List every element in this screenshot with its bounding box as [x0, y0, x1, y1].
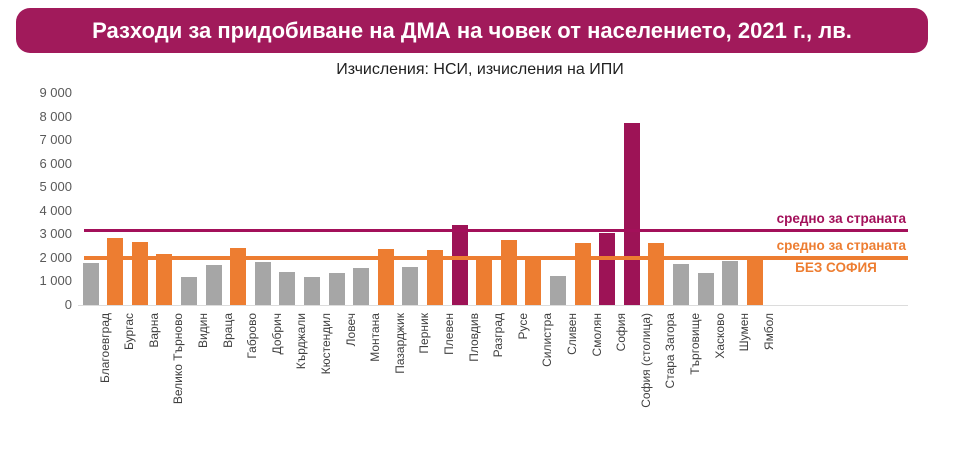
bar [156, 254, 173, 305]
bar [303, 276, 320, 305]
bar [107, 238, 124, 305]
bar [599, 233, 616, 305]
average-without-sofia-label-line2: БЕЗ СОФИЯ [795, 260, 877, 275]
x-axis-label: Враца [220, 313, 235, 348]
x-axis-label: Разград [491, 313, 506, 358]
y-axis-tick-label: 3 000 [39, 226, 72, 242]
x-axis-line [78, 305, 908, 306]
x-axis-label: Кюстендил [318, 313, 333, 375]
bar [525, 257, 542, 305]
bar [254, 262, 271, 305]
bar [230, 247, 247, 305]
average-without-sofia-label-line1: средно за страната [776, 238, 906, 253]
country-average-line [84, 228, 908, 232]
x-axis-label: Варна [146, 313, 161, 348]
x-axis-label: Перник [417, 313, 432, 354]
x-axis-label: Габрово [245, 313, 260, 359]
x-axis-label: Търговище [687, 313, 702, 375]
bar [746, 256, 763, 305]
bar [549, 276, 566, 305]
x-axis-label: Русе [515, 313, 530, 340]
x-axis-label: Видин [195, 313, 210, 349]
x-axis-label: Шумен [737, 313, 752, 352]
x-axis-label: Стара Загора [663, 313, 678, 389]
bar [722, 260, 739, 305]
bar [180, 276, 197, 305]
bar [574, 242, 591, 305]
bar [697, 273, 714, 305]
y-axis-tick-label: 7 000 [39, 132, 72, 148]
y-axis-tick-label: 8 000 [39, 108, 72, 124]
y-axis-tick-label: 1 000 [39, 273, 72, 289]
y-axis-tick-label: 6 000 [39, 155, 72, 171]
x-axis-label: Сливен [564, 313, 579, 355]
bar [131, 242, 148, 305]
bar [377, 248, 394, 305]
y-axis-tick-label: 4 000 [39, 202, 72, 218]
x-axis-label: Хасково [712, 313, 727, 359]
x-axis-label: София [614, 313, 629, 352]
x-axis-label: Велико Търново [171, 313, 186, 405]
bar [623, 122, 640, 305]
bar [402, 266, 419, 305]
bar [476, 256, 493, 305]
x-axis-label: Добрич [269, 313, 284, 355]
bar [672, 264, 689, 305]
x-axis-label: Пловдив [466, 313, 481, 362]
chart-subtitle: Изчисления: НСИ, изчисления на ИПИ [336, 61, 624, 78]
x-axis-label: Смолян [589, 313, 604, 357]
bar [328, 273, 345, 305]
bar [353, 268, 370, 305]
x-axis-label: Пазарджик [392, 313, 407, 374]
x-axis-label: Бургас [122, 313, 137, 350]
y-axis-tick-label: 2 000 [39, 249, 72, 265]
x-axis-label: Силистра [540, 313, 555, 367]
bar [205, 264, 222, 305]
country-average-label: средно за страната [776, 211, 906, 226]
x-axis-label: Ловеч [343, 313, 358, 347]
x-axis-label: Благоевград [97, 313, 112, 383]
bar [82, 263, 99, 305]
average-without-sofia-line [84, 255, 908, 260]
bar [648, 242, 665, 305]
page-title: Разходи за придобиване на ДМА на човек о… [16, 8, 928, 53]
x-axis-label: Кърджали [294, 313, 309, 370]
x-axis-label: Плевен [441, 313, 456, 355]
y-axis-tick-label: 0 [64, 297, 72, 312]
x-axis-label: София (столица) [638, 313, 653, 408]
bar [500, 239, 517, 305]
bar [426, 250, 443, 305]
x-axis-label: Ямбол [761, 313, 776, 351]
y-axis-tick-label: 9 000 [39, 85, 72, 100]
y-axis-tick-label: 5 000 [39, 179, 72, 195]
bar [279, 271, 296, 305]
x-axis-label: Монтана [368, 313, 383, 362]
bar [451, 224, 468, 305]
